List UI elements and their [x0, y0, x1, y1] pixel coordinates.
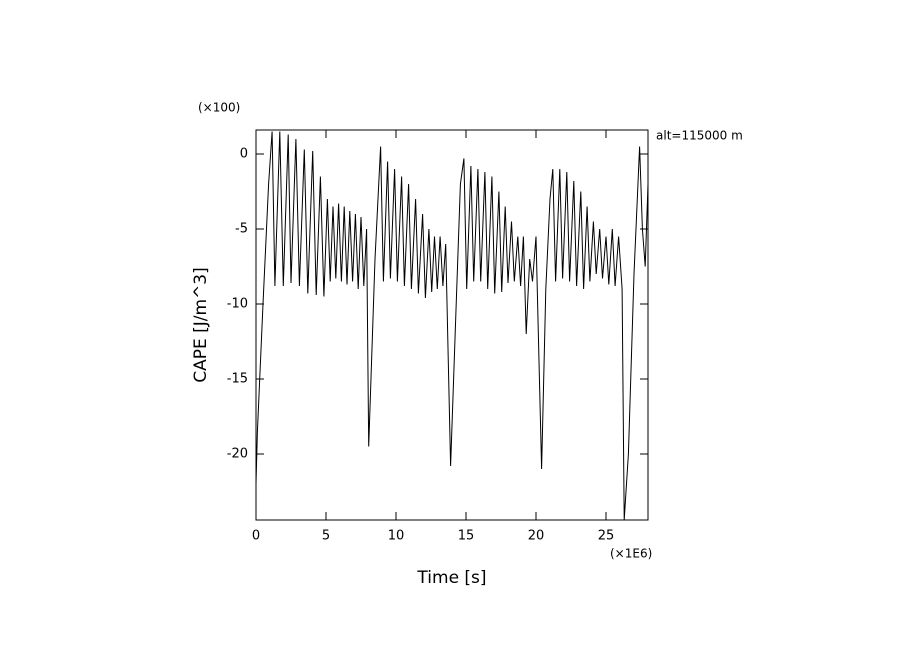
annotation: alt=115000 m	[656, 129, 743, 143]
x-multiplier: (×1E6)	[610, 547, 652, 561]
y-tick-label: -15	[227, 372, 248, 387]
y-axis-label: CAPE [J/m^3]	[191, 267, 211, 383]
x-tick-label: 20	[528, 529, 545, 544]
y-tick-label: -5	[235, 222, 248, 237]
y-multiplier: (×100)	[198, 101, 240, 115]
x-tick-label: 25	[598, 529, 615, 544]
x-tick-label: 15	[458, 529, 475, 544]
y-tick-label: 0	[240, 147, 248, 162]
x-tick-label: 0	[252, 529, 260, 544]
x-axis-label: Time [s]	[416, 568, 486, 588]
x-tick-label: 5	[322, 529, 330, 544]
x-tick-label: 10	[388, 529, 405, 544]
data-line	[256, 131, 648, 520]
plot-frame	[255, 129, 649, 521]
y-tick-label: -20	[227, 447, 248, 462]
y-tick-label: -10	[227, 297, 248, 312]
